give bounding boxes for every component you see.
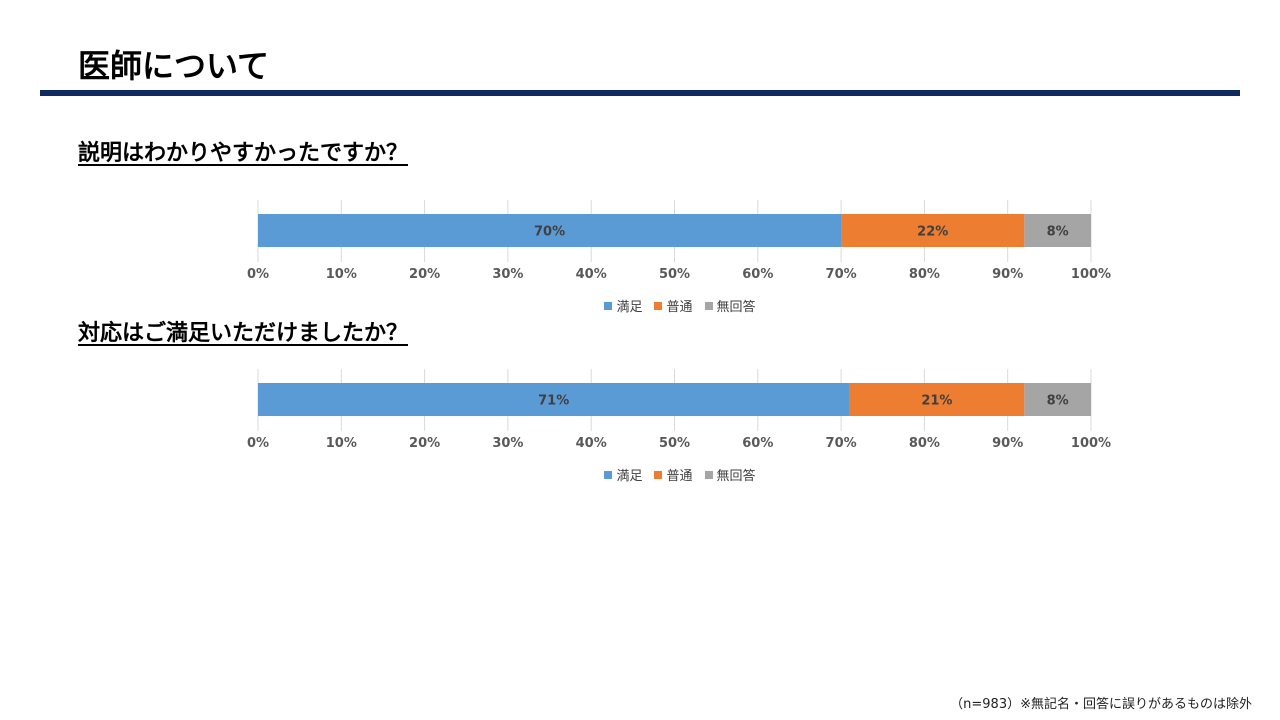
data-label: 71% xyxy=(538,394,569,409)
bar-segment xyxy=(258,214,842,247)
chart-service: 0% 10% 20% 30% 40% 50% 60% 70% 80% 90% 100% 71% 21% 8… xyxy=(230,369,1130,499)
legend-swatch xyxy=(654,301,663,310)
legend-swatch xyxy=(654,470,663,479)
chart-explanation: 0% 10% 20% 30% 40% 50% 60% 70% 80% 90% 100% 70% 22% 8… xyxy=(230,200,1130,330)
data-label: 8% xyxy=(1047,225,1069,240)
legend-label: 無回答 xyxy=(716,469,756,484)
bar-segment xyxy=(258,383,850,416)
legend-swatch xyxy=(604,470,613,479)
legend-label: 普通 xyxy=(666,469,693,484)
legend-item: 満足 xyxy=(604,465,642,484)
legend-label: 無回答 xyxy=(716,300,756,315)
footnote: （n=983）※無記名・回答に誤りがあるものは除外 xyxy=(950,697,1252,712)
x-tick-label: 90% xyxy=(992,436,1023,451)
x-tick-label: 10% xyxy=(326,267,357,282)
x-tick-label: 0% xyxy=(247,436,269,451)
bar-segment xyxy=(1024,383,1091,416)
x-tick-label: 30% xyxy=(492,267,523,282)
x-tick-label: 80% xyxy=(909,267,940,282)
legend-label: 普通 xyxy=(666,300,693,315)
x-tick-label: 0% xyxy=(247,267,269,282)
legend-swatch xyxy=(704,470,713,479)
chart-plot: 0% 10% 20% 30% 40% 50% 60% 70% 80% 90% 100% 71% 21% 8… xyxy=(247,369,1111,451)
x-tick-label: 60% xyxy=(742,436,773,451)
legend-swatch xyxy=(604,301,613,310)
x-tick-label: 100% xyxy=(1071,436,1111,451)
x-tick-label: 100% xyxy=(1071,267,1111,282)
data-label: 22% xyxy=(917,225,948,240)
page-title: 医師について xyxy=(78,47,270,85)
question-1-title: 説明はわかりやすかったですか？ xyxy=(78,141,409,166)
x-tick-label: 70% xyxy=(826,267,857,282)
x-tick-label: 50% xyxy=(659,436,690,451)
title-rule xyxy=(40,90,1240,96)
x-tick-label: 40% xyxy=(576,436,607,451)
x-tick-label: 40% xyxy=(576,267,607,282)
data-label: 21% xyxy=(921,394,952,409)
legend-label: 満足 xyxy=(616,300,643,315)
question-2-title: 対応はご満足いただけましたか？ xyxy=(78,321,409,346)
legend-item: 普通 xyxy=(654,296,693,315)
x-tick-label: 80% xyxy=(909,436,940,451)
legend-item: 普通 xyxy=(654,465,693,484)
data-label: 70% xyxy=(534,225,565,240)
x-tick-label: 60% xyxy=(742,267,773,282)
data-label: 8% xyxy=(1047,394,1069,409)
x-tick-label: 20% xyxy=(409,267,440,282)
bar-segment xyxy=(849,383,1025,416)
chart-plot: 0% 10% 20% 30% 40% 50% 60% 70% 80% 90% 100% 70% 22% 8… xyxy=(247,200,1111,282)
legend-label: 満足 xyxy=(616,469,643,484)
x-tick-label: 50% xyxy=(659,267,690,282)
x-tick-label: 10% xyxy=(326,436,357,451)
x-tick-label: 90% xyxy=(992,267,1023,282)
x-tick-label: 20% xyxy=(409,436,440,451)
x-tick-label: 70% xyxy=(826,436,857,451)
legend-item: 無回答 xyxy=(704,465,756,484)
x-tick-label: 30% xyxy=(492,436,523,451)
legend-item: 無回答 xyxy=(704,296,756,315)
chart-legend: 満足 普通 無回答 xyxy=(230,465,1130,484)
legend-swatch xyxy=(704,301,713,310)
bar-segment xyxy=(841,214,1025,247)
bar-segment xyxy=(1024,214,1091,247)
legend-item: 満足 xyxy=(604,296,642,315)
chart-legend: 満足 普通 無回答 xyxy=(230,296,1130,315)
